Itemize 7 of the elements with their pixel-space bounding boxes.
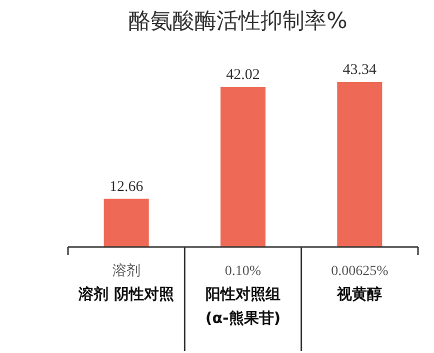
x-tick-label: 溶剂溶剂 阴性对照 <box>78 263 174 303</box>
data-label: 43.34 <box>342 62 378 78</box>
chart-title: 酪氨酸酶活性抑制率% <box>128 9 348 34</box>
data-label: 42.02 <box>226 67 260 84</box>
x-tick-label: 0.10%阳性对照组 (α-熊果苷) <box>205 264 281 327</box>
data-label: 12.66 <box>109 178 144 195</box>
x-tick-label: 0.00625%视黄醇 <box>331 264 389 303</box>
